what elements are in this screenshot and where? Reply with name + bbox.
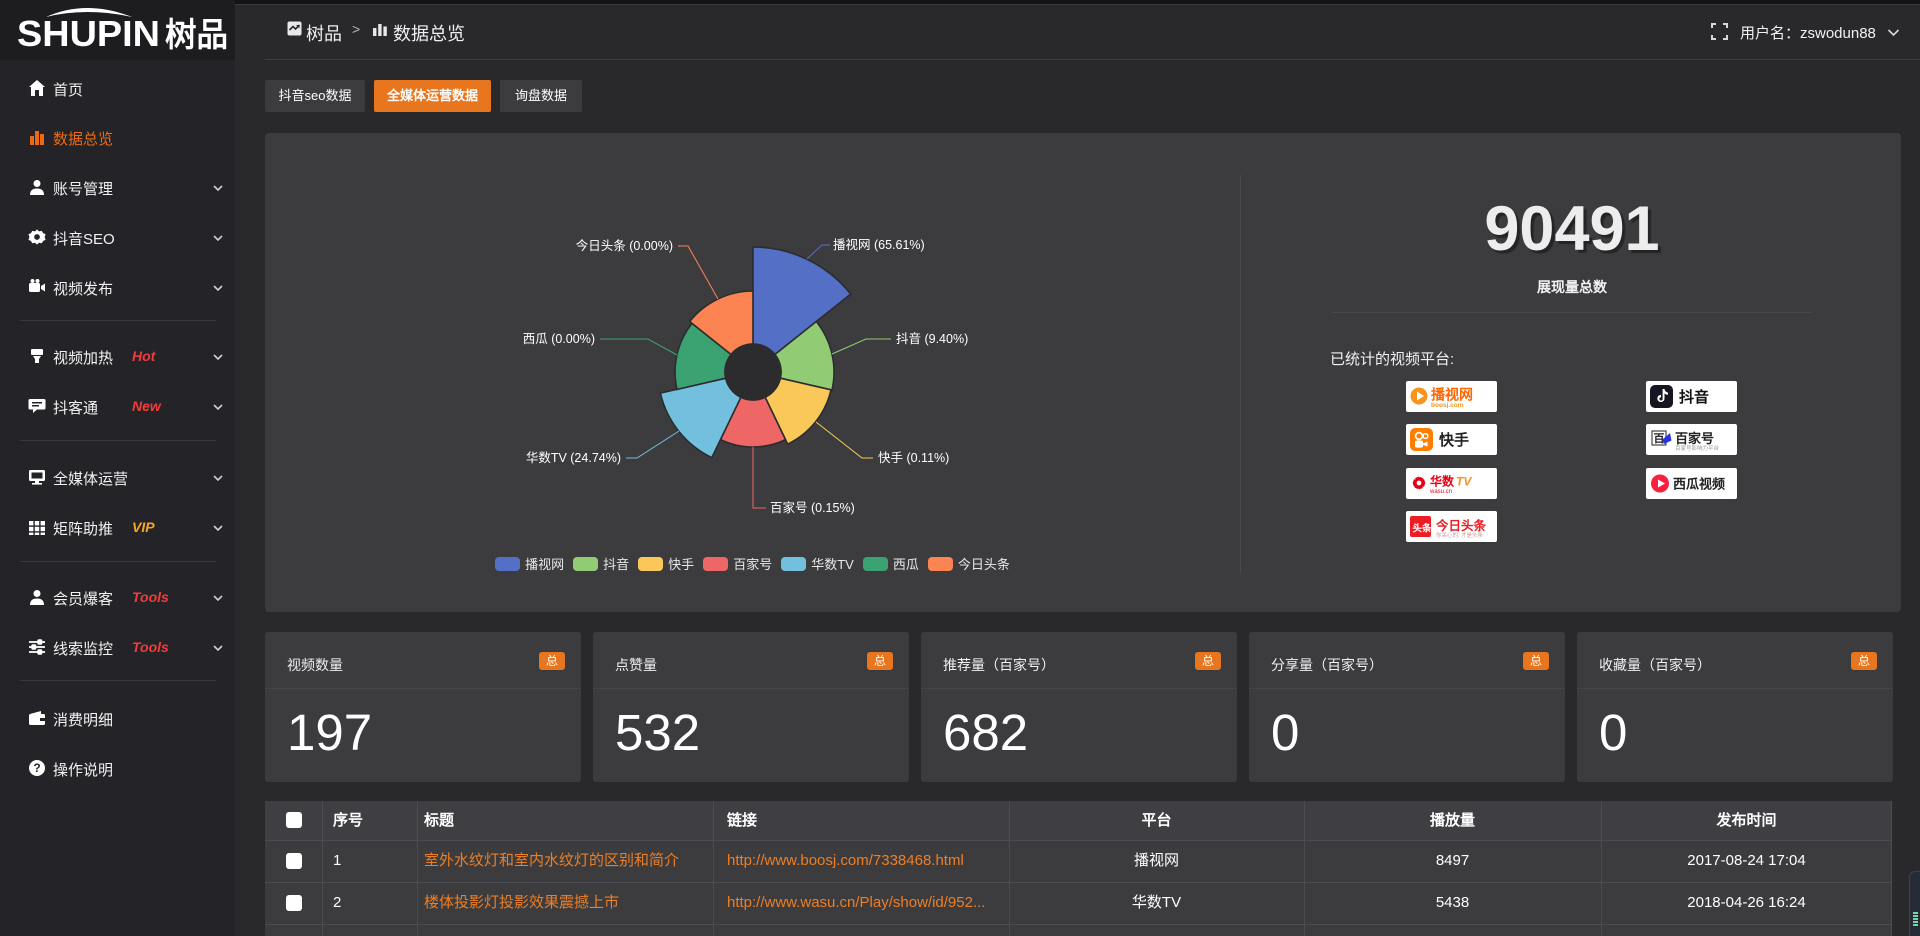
svg-text:今日头条: 今日头条 xyxy=(1435,518,1487,533)
svg-text:百: 百 xyxy=(1654,432,1665,445)
svg-text:头条: 头条 xyxy=(1413,523,1433,535)
svg-text:wasu.cn: wasu.cn xyxy=(1429,489,1452,495)
svg-text:树品: 树品 xyxy=(165,16,228,53)
svg-text:西瓜 (0.00%): 西瓜 (0.00%) xyxy=(523,332,595,346)
svg-text:西瓜视频: 西瓜视频 xyxy=(1673,477,1725,492)
svg-text:播视网: 播视网 xyxy=(1431,387,1473,403)
svg-text:SHUPIN: SHUPIN xyxy=(17,13,160,54)
svg-text:播视网 (65.61%): 播视网 (65.61%) xyxy=(833,237,925,252)
svg-text:TV: TV xyxy=(1456,475,1472,489)
svg-text:华数TV (24.74%): 华数TV (24.74%) xyxy=(526,450,621,465)
svg-text:华数: 华数 xyxy=(1430,474,1455,489)
svg-text:快手: 快手 xyxy=(1439,431,1469,449)
svg-text:抖音: 抖音 xyxy=(1679,388,1709,406)
svg-text:你关心的, 才是头条: 你关心的, 才是头条 xyxy=(1436,531,1484,538)
svg-text:?: ? xyxy=(33,761,40,775)
svg-text:抖音 (9.40%): 抖音 (9.40%) xyxy=(896,331,968,346)
svg-text:百家号: 百家号 xyxy=(1675,431,1714,446)
svg-text:百家号 (0.15%): 百家号 (0.15%) xyxy=(770,500,855,515)
svg-text:今日头条 (0.00%): 今日头条 (0.00%) xyxy=(576,238,673,253)
svg-text:百家号影响力平台: 百家号影响力平台 xyxy=(1675,444,1720,451)
svg-text:boosj.com: boosj.com xyxy=(1431,402,1464,408)
svg-text:快手 (0.11%): 快手 (0.11%) xyxy=(878,451,949,465)
